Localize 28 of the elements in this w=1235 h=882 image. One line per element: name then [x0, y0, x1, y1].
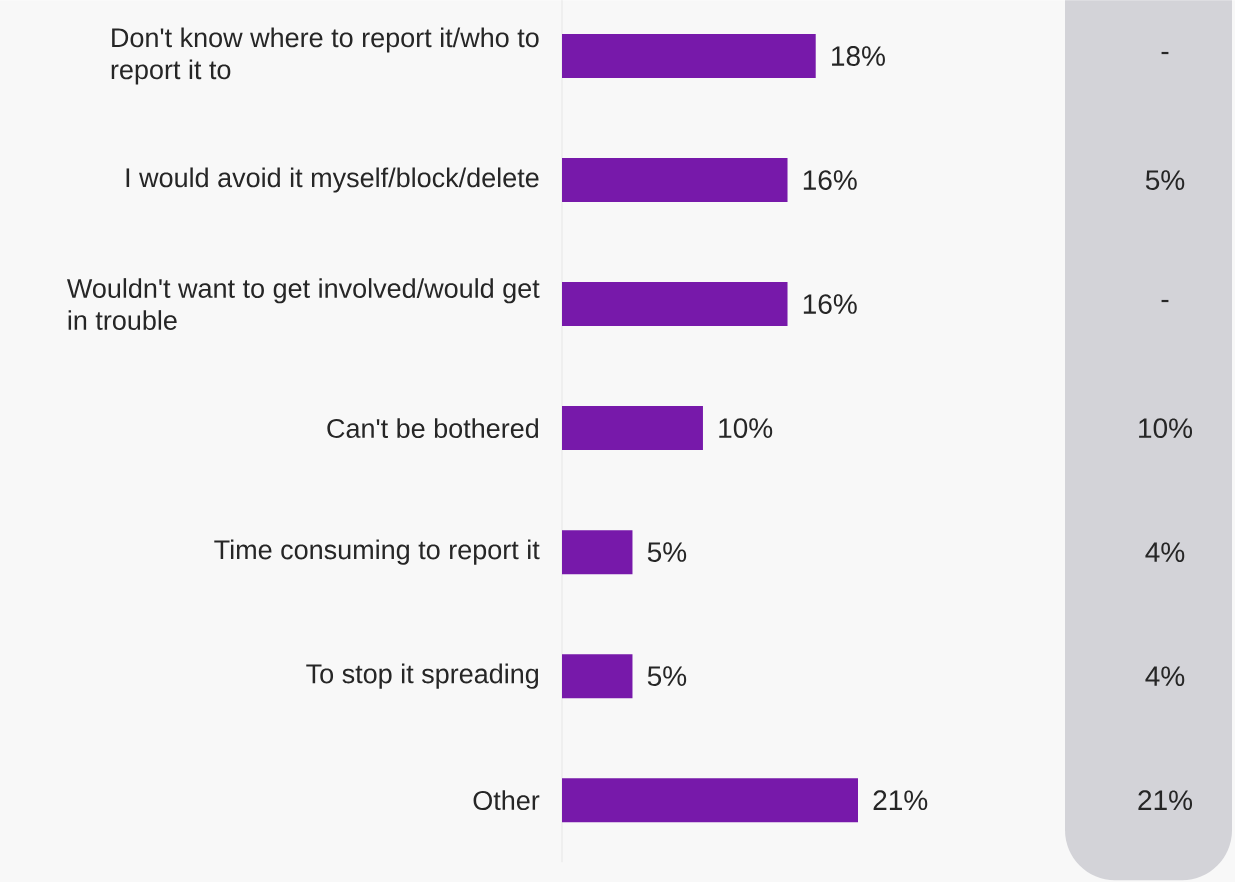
- bar: [562, 157, 788, 202]
- y-tick-label: Can't be bothered: [327, 418, 539, 438]
- data-label: 16%: [803, 294, 857, 314]
- bar: [562, 654, 633, 699]
- data-label: 16%: [803, 170, 857, 190]
- data-label: 10%: [719, 418, 773, 438]
- data-label: 21%: [873, 790, 928, 810]
- data-label: 18%: [832, 46, 885, 66]
- y-tick-label: Wouldn't want to get involved/would get in trouble: [66, 278, 540, 330]
- bar: [562, 778, 858, 823]
- data-label: 5%: [647, 542, 687, 562]
- text: -: [1161, 51, 1169, 55]
- text: 21%: [1138, 790, 1193, 810]
- text: 5%: [1145, 170, 1185, 190]
- text: -: [1161, 299, 1169, 303]
- y-tick-label: Don't know where to report it/who to report it to: [111, 27, 539, 85]
- y-tick-label: I would avoid it myself/block/delete: [126, 167, 539, 193]
- bar: [562, 33, 816, 78]
- bar: [562, 530, 633, 575]
- y-tick-label: To stop it spreading: [306, 663, 539, 689]
- bar: [562, 281, 788, 326]
- data-label: 5%: [647, 666, 687, 686]
- bar: [562, 406, 703, 451]
- text: 4%: [1145, 542, 1185, 562]
- text: 10%: [1139, 418, 1193, 438]
- text: 4%: [1145, 666, 1185, 686]
- y-tick-label: Time consuming to report it: [214, 539, 540, 565]
- y-tick-label: Other: [473, 790, 540, 811]
